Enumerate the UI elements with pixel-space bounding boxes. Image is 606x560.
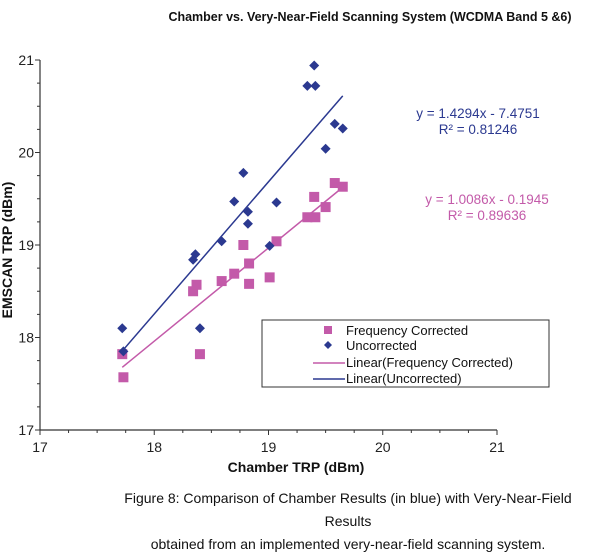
data-points	[117, 60, 348, 383]
legend-marker-diamond	[324, 341, 332, 349]
square-point	[194, 349, 205, 360]
square-point	[337, 181, 348, 192]
diamond-point	[320, 143, 331, 154]
x-axis-label: Chamber TRP (dBm)	[228, 459, 365, 475]
square-point	[191, 279, 202, 290]
caption-line: obtained from an implemented very-near-f…	[150, 536, 546, 552]
diamond-point	[117, 323, 128, 334]
diamond-point	[194, 323, 205, 334]
diamond-point	[329, 118, 340, 129]
square-point	[244, 258, 255, 269]
x-tick-label: 20	[375, 439, 391, 455]
diamond-point	[242, 218, 253, 229]
trendline	[122, 95, 344, 351]
diamond-point	[188, 254, 199, 265]
square-point	[244, 278, 255, 289]
square-point	[188, 286, 199, 297]
diamond-point	[310, 80, 321, 91]
y-tick-label: 18	[18, 330, 34, 346]
legend-label: Uncorrected	[346, 338, 417, 353]
square-point	[271, 236, 282, 247]
square-point	[216, 276, 227, 287]
diamond-point	[229, 196, 240, 207]
diamond-point	[271, 197, 282, 208]
square-point	[238, 240, 249, 250]
legend-box	[261, 319, 550, 388]
x-tick-label: 19	[261, 439, 277, 455]
x-tick-label: 18	[146, 439, 162, 455]
equation-frequency-corrected: y = 1.0086x - 0.1945	[425, 192, 548, 207]
tick-labels: 17 18 19 20 21 17 18 19 20 21	[18, 52, 505, 455]
diamond-point	[302, 80, 313, 91]
square-point	[229, 268, 240, 279]
legend: Frequency Corrected Uncorrected Linear(F…	[261, 319, 550, 388]
diamond-point	[238, 167, 249, 178]
equation-uncorrected: y = 1.4294x - 7.4751	[416, 106, 539, 121]
square-point	[264, 272, 275, 283]
diamond-point	[264, 240, 275, 251]
legend-marker-square	[324, 326, 332, 334]
diamond-point	[242, 206, 253, 217]
square-point	[309, 191, 320, 202]
legend-label: Frequency Corrected	[346, 323, 468, 338]
diamond-point	[216, 236, 227, 247]
chart-title: Chamber vs. Very-Near-Field Scanning Sys…	[168, 10, 572, 24]
y-tick-label: 21	[18, 52, 34, 68]
legend-label: Linear(Frequency Corrected)	[346, 355, 513, 370]
square-point	[302, 212, 313, 223]
r2-uncorrected: R² = 0.81246	[439, 122, 517, 137]
square-point	[329, 178, 340, 189]
caption-line: Figure 8: Comparison of Chamber Results …	[124, 490, 572, 529]
y-axis-label: EMSCAN TRP (dBm)	[0, 182, 15, 319]
diamond-point	[118, 346, 129, 357]
square-point	[320, 202, 331, 213]
r2-frequency-corrected: R² = 0.89636	[448, 208, 526, 223]
square-point	[118, 372, 129, 383]
y-tick-label: 20	[18, 145, 34, 161]
y-tick-label: 17	[18, 422, 34, 438]
scatter-chart: 17 18 19 20 21 17 18 19 20 21 y = 1.4294x - 7.475…	[0, 52, 550, 475]
axes	[35, 59, 498, 435]
diamond-point	[309, 60, 320, 71]
y-tick-label: 19	[18, 237, 34, 253]
diamond-point	[337, 123, 348, 134]
square-point	[310, 212, 321, 223]
x-tick-label: 17	[32, 439, 48, 455]
x-tick-label: 21	[489, 439, 505, 455]
legend-label: Linear(Uncorrected)	[346, 371, 462, 386]
figure-caption: Figure 8: Comparison of Chamber Results …	[18, 487, 578, 556]
